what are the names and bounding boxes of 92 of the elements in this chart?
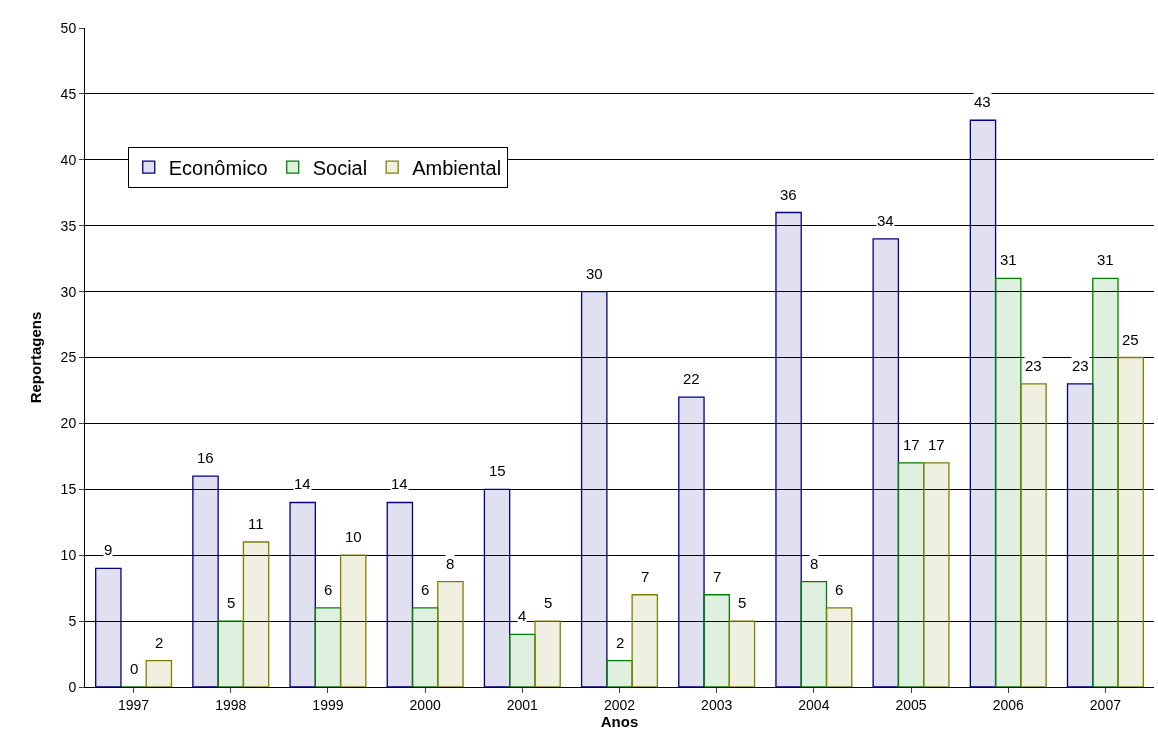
y-tick-label: 45 [60,85,77,102]
data-label: 23 [1025,357,1042,374]
x-tick-label: 1997 [118,696,150,713]
data-label: 2 [155,634,164,651]
bar [678,396,705,687]
x-tick-label: 2001 [506,696,539,713]
data-label: 31 [1000,251,1017,268]
y-tick-label: 50 [60,19,77,36]
bar [339,554,367,687]
bar [95,567,122,687]
y-tick-label: 40 [60,151,77,168]
x-tick-label: 2005 [895,696,927,713]
data-label: 14 [294,475,311,492]
bar [386,501,414,687]
bar [775,211,802,687]
bar [534,620,561,687]
bar [145,659,173,687]
x-tick-label: 2007 [1089,696,1122,713]
data-label: 15 [489,462,506,479]
legend-label: Social [312,156,368,179]
bar [437,580,464,687]
y-tick-label: 30 [60,283,77,300]
data-label: 5 [227,594,236,611]
x-tick-label: 1998 [215,696,247,713]
bar [1020,383,1047,687]
y-tick-label: 35 [60,217,77,234]
data-label: 6 [835,581,844,598]
data-label: 36 [780,186,797,203]
data-label: 2 [616,634,625,651]
data-label: 7 [641,568,650,585]
legend-label: Econômico [168,156,268,179]
bar [923,462,950,687]
data-label: 9 [104,541,113,558]
y-tick-label: 20 [60,415,77,432]
y-tick-label: 15 [60,481,77,498]
y-tick-label: 0 [68,678,77,695]
data-label: 23 [1072,357,1089,374]
y-tick-label: 5 [68,613,77,629]
bar [580,290,608,687]
data-label: 11 [248,515,264,532]
bar [1092,277,1119,687]
bar [606,659,633,687]
x-tick-label: 1999 [312,696,344,713]
bar [872,238,900,687]
data-label: 31 [1097,251,1114,268]
data-label: 17 [928,436,945,453]
y-tick-label: 25 [60,349,77,366]
bar [242,541,270,687]
data-label: 5 [738,594,747,611]
data-label: 43 [974,93,991,110]
bar [825,607,853,687]
bar [969,119,997,687]
bar [1117,356,1144,687]
bar [411,607,439,687]
bar [192,475,219,687]
bar [728,620,756,687]
x-tick-label: 2000 [409,696,441,713]
data-label: 34 [877,212,894,229]
legend-label: Ambiental [412,156,502,179]
data-label: 10 [345,528,362,545]
bar [800,580,828,687]
data-label: 17 [903,436,920,453]
bar [703,594,730,687]
data-label: 22 [683,370,700,387]
bar [631,594,659,687]
data-label: 8 [446,555,455,572]
data-label: 7 [713,568,722,585]
data-label: 4 [518,607,527,624]
data-label: 14 [391,475,408,492]
data-label: 6 [324,581,333,598]
bar [509,633,536,687]
bar [897,462,925,687]
y-axis-title: Reportagens [26,311,44,404]
data-label: 16 [197,449,214,466]
data-label: 6 [421,581,430,598]
bar [994,277,1022,687]
x-tick-label: 2004 [798,696,830,713]
bar [483,488,511,687]
data-label: 25 [1122,331,1139,348]
data-label: 30 [586,265,603,282]
bar [1066,383,1094,687]
bar [289,501,316,687]
data-label: 5 [544,594,553,611]
data-label: 0 [130,660,139,677]
y-tick-label: 10 [60,547,77,564]
bar [217,620,245,687]
x-axis-title: Anos [600,712,639,730]
x-tick-label: 2003 [701,696,733,713]
data-label: 8 [810,555,819,572]
x-tick-label: 2002 [603,696,636,713]
bar [314,607,342,687]
x-tick-label: 2006 [992,696,1025,713]
